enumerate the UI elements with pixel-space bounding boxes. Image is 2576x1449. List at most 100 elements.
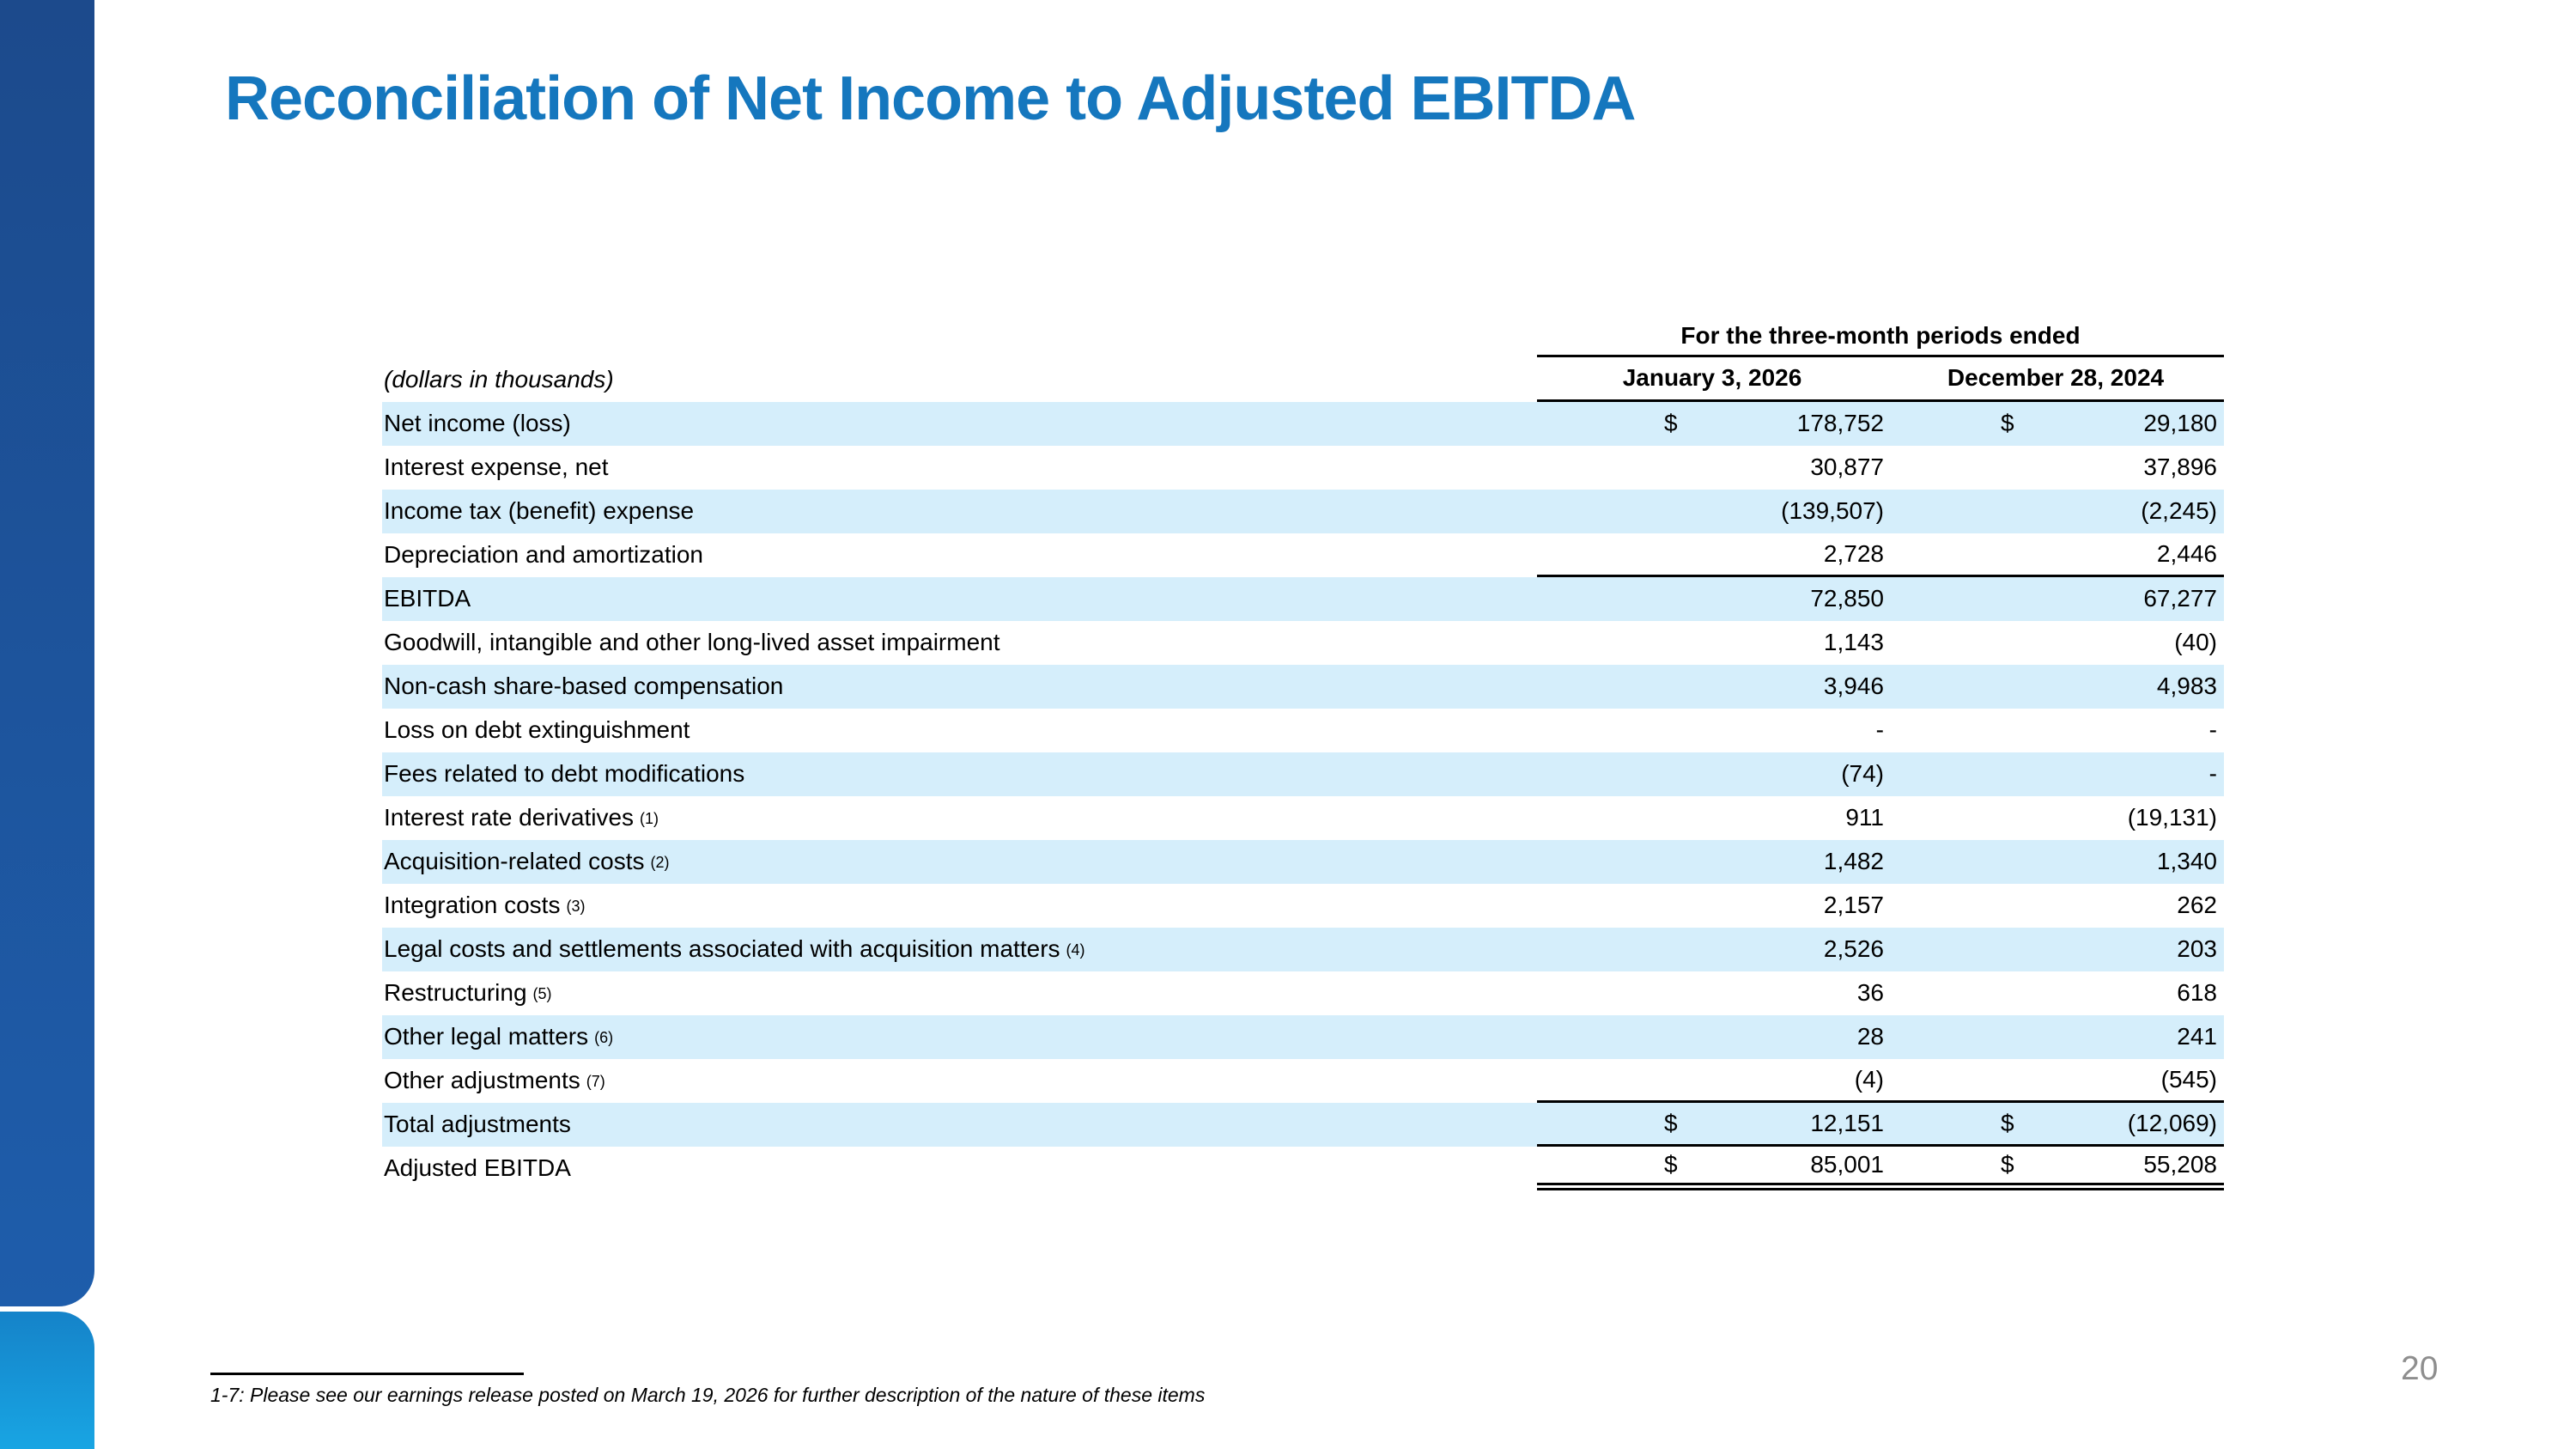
- value-cell: $12,151: [1537, 1103, 1887, 1144]
- cell-value: 1,143: [1823, 629, 1884, 656]
- value-cell: 2,157: [1537, 884, 1887, 928]
- value-cell: -: [1887, 752, 2224, 796]
- value-cell: $178,752: [1537, 402, 1887, 446]
- footnote-text: 1-7: Please see our earnings release pos…: [210, 1384, 1206, 1406]
- table-rows: Net income (loss) $178,752 $29,180 Interest…: [382, 402, 2224, 1190]
- table-row: EBITDA 72,850 67,277: [382, 577, 2224, 621]
- page-number: 20: [2401, 1350, 2439, 1387]
- period-header-row: For the three-month periods ended: [382, 320, 2224, 357]
- page-title: Reconciliation of Net Income to Adjusted…: [225, 64, 1636, 133]
- cell-value: 12,151: [1810, 1109, 1884, 1136]
- cell-value: (4): [1854, 1065, 1884, 1093]
- row-label: Other adjustments (7): [384, 1067, 605, 1094]
- row-label-text: Fees related to debt modifications: [384, 760, 745, 788]
- row-label-text: Interest expense, net: [384, 454, 609, 481]
- cell-value: 55,208: [2143, 1150, 2217, 1178]
- value-cell: 241: [1887, 1015, 2224, 1059]
- row-label-text: Other legal matters: [384, 1023, 589, 1050]
- value-cell: $ (12,069): [1887, 1103, 2224, 1144]
- row-label: Non-cash share-based compensation: [382, 665, 1537, 709]
- value-cell: (40): [1887, 621, 2224, 665]
- row-label: Loss on debt extinguishment: [382, 709, 1537, 752]
- table-row: Fees related to debt modifications (74) -: [382, 752, 2224, 796]
- reconciliation-table: For the three-month periods ended (dolla…: [382, 320, 2224, 1190]
- row-values: $12,151 $ (12,069): [1537, 1103, 2224, 1147]
- row-values: 3,946 4,983: [1537, 665, 2224, 709]
- row-values: --: [1537, 709, 2224, 752]
- cell-value: 1,340: [2156, 848, 2217, 875]
- row-label: Adjusted EBITDA: [382, 1147, 1537, 1190]
- value-cell: $55,208: [1887, 1147, 2224, 1183]
- row-label: Depreciation and amortization: [382, 533, 1537, 577]
- dollar-sign: $: [1664, 1109, 1678, 1136]
- value-cell: 37,896: [1887, 446, 2224, 490]
- column-headers: January 3, 2026 December 28, 2024: [1537, 357, 2224, 402]
- table-row: Loss on debt extinguishment - -: [382, 709, 2224, 752]
- row-label: Interest expense, net: [382, 446, 1537, 490]
- row-label: Restructuring (5): [384, 979, 552, 1007]
- value-cell: 28: [1537, 1015, 1887, 1059]
- cell-value: (2,245): [2141, 497, 2217, 525]
- cell-value: 2,157: [1823, 892, 1884, 919]
- row-values: 30,877 37,896: [1537, 446, 2224, 490]
- row-label: EBITDA: [382, 577, 1537, 621]
- row-values: 1,143 (40): [1537, 621, 2224, 665]
- column-header-row: (dollars in thousands) January 3, 2026 D…: [382, 357, 2224, 402]
- table-row: Restructuring (5) 36 618: [382, 971, 2224, 1015]
- value-cell: (19,131): [1887, 796, 2224, 840]
- table-row: Depreciation and amortization 2,728 2,446: [382, 533, 2224, 577]
- value-cell: (545): [1887, 1059, 2224, 1100]
- cell-value: (545): [2160, 1065, 2217, 1093]
- column-header-period-2: December 28, 2024: [1947, 364, 2165, 392]
- row-label: Total adjustments: [382, 1103, 1537, 1147]
- cell-value: 3,946: [1823, 673, 1884, 700]
- header-spacer: [382, 320, 1537, 357]
- table-row: Adjusted EBITDA $85,001 $55,208: [382, 1147, 2224, 1190]
- row-label: Integration costs (3): [384, 892, 586, 919]
- period-header: For the three-month periods ended: [1537, 320, 2224, 357]
- cell-value: 262: [2177, 892, 2217, 919]
- dollar-sign: $: [2001, 1150, 2014, 1178]
- table-row: Interest rate derivatives (1) 911 (19,131): [382, 796, 2224, 840]
- row-label: Fees related to debt modifications: [382, 752, 1537, 796]
- value-cell: 36: [1537, 971, 1887, 1015]
- row-label-text: Adjusted EBITDA: [384, 1154, 571, 1182]
- row-values: 36 618: [1537, 971, 2224, 1015]
- value-cell: 1,482: [1537, 840, 1887, 884]
- cell-value: 618: [2177, 979, 2217, 1007]
- table-row: Goodwill, intangible and other long-live…: [382, 621, 2224, 665]
- cell-value: 178,752: [1796, 410, 1884, 437]
- value-cell: 67,277: [1887, 577, 2224, 621]
- row-label: Net income (loss): [382, 402, 1537, 446]
- value-cell: 72,850: [1537, 577, 1887, 621]
- row-label-text: Integration costs: [384, 892, 561, 919]
- row-label-text: Loss on debt extinguishment: [384, 716, 690, 744]
- value-cell: -: [1537, 709, 1887, 752]
- cell-value: 2,728: [1823, 539, 1884, 567]
- table-row: Other legal matters (6) 28 241: [382, 1015, 2224, 1059]
- cell-value: (12,069): [2127, 1109, 2217, 1136]
- table-row: Total adjustments $12,151 $ (12,069): [382, 1103, 2224, 1147]
- value-cell: 2,526: [1537, 928, 1887, 971]
- value-cell: 262: [1887, 884, 2224, 928]
- cell-value: (40): [2174, 629, 2217, 656]
- table-row: Interest expense, net 30,877 37,896: [382, 446, 2224, 490]
- row-label: Legal costs and settlements associated w…: [384, 935, 1085, 963]
- row-label-text: Net income (loss): [384, 410, 571, 437]
- row-values: $85,001 $55,208: [1537, 1147, 2224, 1190]
- table-row: Non-cash share-based compensation 3,946 4,…: [382, 665, 2224, 709]
- row-label-text: Legal costs and settlements associated w…: [384, 935, 1060, 963]
- cell-value: -: [2208, 716, 2217, 744]
- footnote-divider: [210, 1373, 524, 1375]
- row-values: 911 (19,131): [1537, 796, 2224, 840]
- value-cell: (74): [1537, 752, 1887, 796]
- dollar-sign: $: [1664, 410, 1678, 437]
- row-label: Other legal matters (6): [384, 1023, 614, 1050]
- row-label-text: Acquisition-related costs: [384, 848, 645, 875]
- row-label-text: Non-cash share-based compensation: [384, 673, 784, 700]
- value-cell: 911: [1537, 796, 1887, 840]
- row-label-text: Depreciation and amortization: [384, 541, 703, 569]
- cell-value: 72,850: [1810, 585, 1884, 612]
- value-cell: 3,946: [1537, 665, 1887, 709]
- cell-value: (19,131): [2127, 804, 2217, 831]
